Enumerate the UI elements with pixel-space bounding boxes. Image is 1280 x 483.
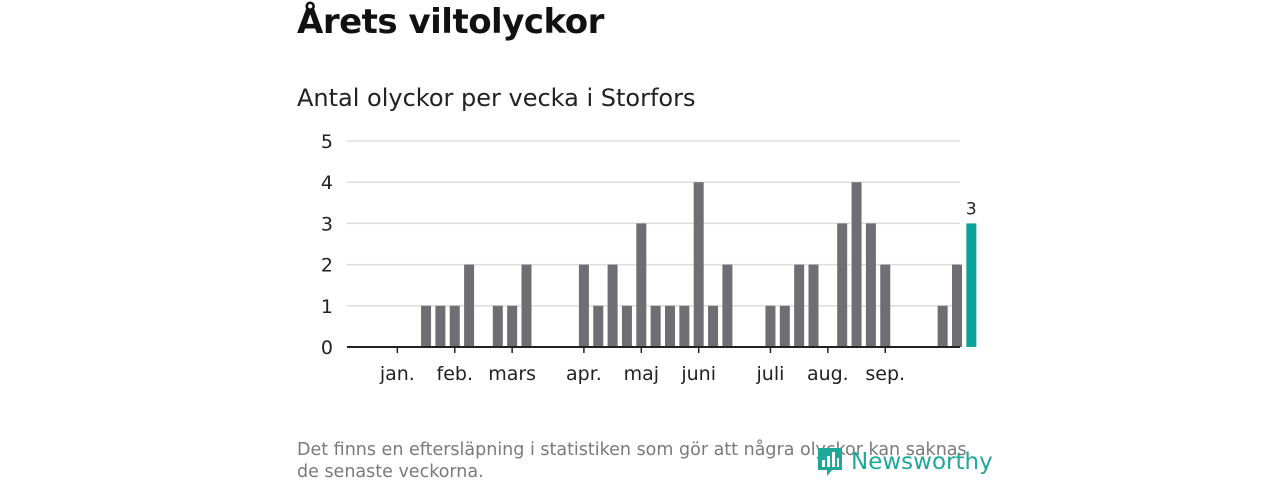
bar xyxy=(449,305,460,347)
newsworthy-logo-icon xyxy=(818,448,842,476)
chart-card: Årets viltolyckor Antal olyckor per veck… xyxy=(297,0,997,482)
bar xyxy=(851,182,862,347)
footnote: Det finns en eftersläpning i statistiken… xyxy=(297,440,967,482)
y-tick-label: 4 xyxy=(321,172,333,194)
x-tick-label: juli xyxy=(756,363,785,385)
bar xyxy=(952,264,962,347)
y-tick-label: 2 xyxy=(321,255,333,277)
bar xyxy=(421,305,432,347)
data-label: 3 xyxy=(966,199,977,219)
x-tick-label: maj xyxy=(624,363,659,385)
bar xyxy=(578,264,589,347)
bar-chart: 0 1 2 3 4 5 jan. feb. mars apr. maj juni juli aug. sep… xyxy=(321,131,977,385)
chart-title: Antal olyckor per vecka i Storfors xyxy=(297,84,696,112)
x-tick-label: jan. xyxy=(379,363,415,385)
bar xyxy=(435,305,446,347)
bar xyxy=(708,305,719,347)
x-tick-label: juni xyxy=(680,363,716,385)
bar xyxy=(837,223,848,347)
x-tick-label: aug. xyxy=(807,363,849,385)
bar xyxy=(937,305,948,347)
x-tick-label: mars xyxy=(488,363,536,385)
bar xyxy=(765,305,776,347)
x-tick-label: feb. xyxy=(437,363,473,385)
page-title: Årets viltolyckor xyxy=(297,2,604,42)
bar xyxy=(679,305,690,347)
bar xyxy=(665,305,675,347)
bar xyxy=(880,264,891,347)
bar xyxy=(636,223,647,347)
bar xyxy=(865,223,876,347)
y-tick-label: 5 xyxy=(321,131,333,153)
bar xyxy=(722,264,733,347)
bar xyxy=(464,264,475,347)
x-tick-label: apr. xyxy=(566,363,602,385)
brand-name: Newsworthy xyxy=(851,449,993,475)
brand-logo: Newsworthy xyxy=(815,446,993,478)
bar xyxy=(593,305,604,347)
y-tick-label: 3 xyxy=(321,213,333,235)
bar xyxy=(779,305,790,347)
y-tick-label: 1 xyxy=(321,296,333,318)
bar xyxy=(492,305,503,347)
y-tick-label: 0 xyxy=(321,337,333,359)
bar xyxy=(521,264,532,347)
bar-highlight xyxy=(966,223,977,347)
bar xyxy=(808,264,819,347)
bar xyxy=(794,264,805,347)
bar xyxy=(607,264,618,347)
bar xyxy=(650,305,661,347)
bar xyxy=(621,305,632,347)
bar xyxy=(507,305,518,347)
x-tick-label: sep. xyxy=(865,363,905,385)
bar xyxy=(693,182,704,347)
